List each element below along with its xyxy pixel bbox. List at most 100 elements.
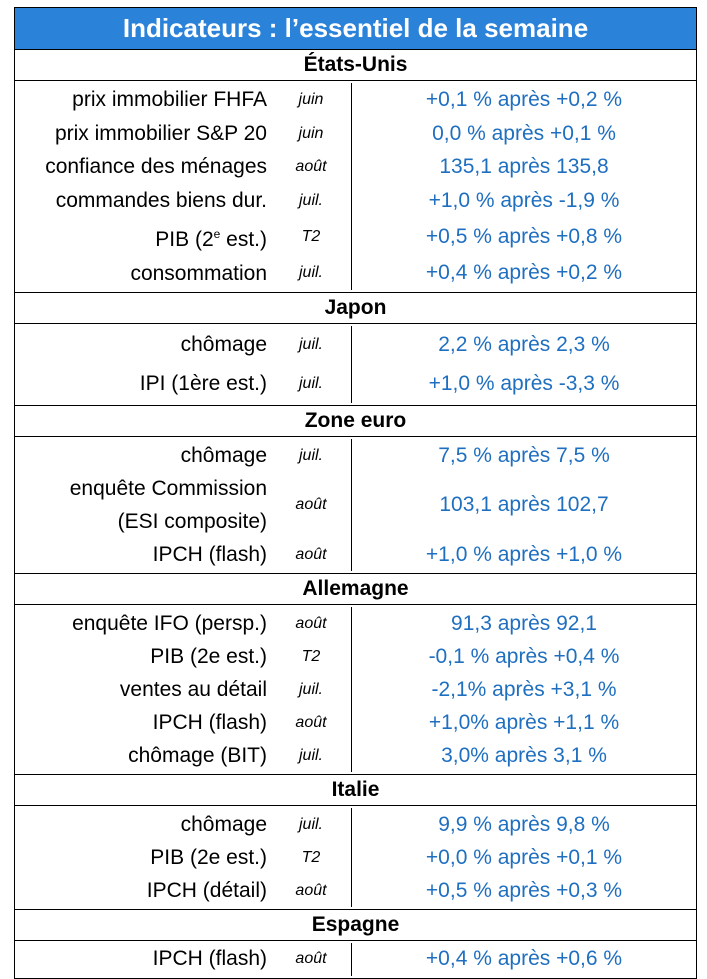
period-label: juil. <box>298 815 323 833</box>
indicator-label-line: ventes au détail <box>119 678 267 702</box>
table-row: prix immobilier FHFA juin +0,1 % après +0,… <box>15 83 696 117</box>
period-label: juin <box>298 90 324 108</box>
indicator-label-line: prix immobilier FHFA <box>72 88 267 111</box>
indicator-value: +0,4 % après +0,6 % <box>351 943 696 976</box>
period-label: T2 <box>301 647 321 665</box>
indicator-label-line: IPCH (flash) <box>152 543 267 567</box>
indicator-value: +0,5 % après +0,3 % <box>351 874 696 908</box>
indicator-label: IPCH (détail) <box>15 874 271 907</box>
section-rows: enquête IFO (persp.) août 91,3 après 92,1 P… <box>15 605 696 774</box>
period-label: août <box>295 950 327 968</box>
period-label: juil. <box>298 680 323 698</box>
table-row: chômage (BIT) juil. 3,0% après 3,1 % <box>15 739 696 773</box>
section-rows: chômage juil. 7,5 % après 7,5 % enquête Com… <box>15 437 696 573</box>
indicator-label-line: chômage (BIT) <box>128 744 267 768</box>
indicator-label-line: IPCH (flash) <box>152 947 267 971</box>
indicator-label-line: confiance des ménages <box>45 155 267 179</box>
table-row: commandes biens dur. juil. +1,0 % après -1… <box>15 184 696 218</box>
section-rows: prix immobilier FHFA juin +0,1 % après +0,… <box>15 81 696 292</box>
indicator-value: 3,0% après 3,1 % <box>351 739 696 773</box>
indicator-value: 135,1 après 135,8 <box>351 150 696 185</box>
table-row: IPI (1ère est.) juil. +1,0 % après -3,3 % <box>15 364 696 404</box>
indicator-label-line: IPCH (détail) <box>146 879 267 903</box>
indicator-label: PIB (2e est.) <box>15 218 271 257</box>
section-heading: Allemagne <box>15 574 696 606</box>
indicators-table: Indicateurs : l’essentiel de la semaine … <box>14 7 697 979</box>
indicator-label-line: IPCH (flash) <box>152 711 267 735</box>
section-rows: chômage juil. 2,2 % après 2,3 % IPI (1ère e… <box>15 324 696 405</box>
indicator-label: PIB (2e est.) <box>15 640 271 673</box>
period-label: juil. <box>298 336 323 354</box>
section-2: Zone euro chômage juil. 7,5 % après 7,5 % en… <box>15 406 696 575</box>
section-heading: États-Unis <box>15 50 696 81</box>
table-row: IPCH (flash) août +1,0% après +1,1 % <box>15 706 696 740</box>
table-row: IPCH (détail) août +0,5 % après +0,3 % <box>15 874 696 908</box>
period-label: août <box>295 545 327 563</box>
period-label: août <box>295 713 327 731</box>
table-row: PIB (2e est.) T2 +0,5 % après +0,8 % <box>15 217 696 257</box>
indicator-value: 7,5 % après 7,5 % <box>351 439 696 473</box>
section-rows: IPCH (flash) août +0,4 % après +0,6 % <box>15 941 696 978</box>
indicator-value: +1,0 % après +1,0 % <box>351 538 696 572</box>
table-row: consommation juil. +0,4 % après +0,2 % <box>15 256 696 291</box>
indicator-value: 2,2 % après 2,3 % <box>351 326 696 365</box>
period-label: juil. <box>298 446 323 464</box>
table-row: PIB (2e est.) T2 -0,1 % après +0,4 % <box>15 640 696 674</box>
ordinal-superscript: e <box>213 226 221 241</box>
period-label: août <box>295 158 327 176</box>
section-heading: Espagne <box>15 910 696 942</box>
indicator-label: prix immobilier S&P 20 <box>15 117 271 151</box>
table-row: confiance des ménages août 135,1 après 135… <box>15 150 696 185</box>
table-row: PIB (2e est.) T2 +0,0 % après +0,1 % <box>15 841 696 875</box>
period-label: août <box>295 614 327 632</box>
table-row: IPCH (flash) août +1,0 % après +1,0 % <box>15 538 696 572</box>
section-3: Allemagne enquête IFO (persp.) août 91,3 ap… <box>15 574 696 776</box>
indicator-label: chômage <box>15 326 271 365</box>
indicator-label-line: chômage <box>180 813 267 837</box>
indicator-label: chômage <box>15 439 271 472</box>
indicator-value: 91,3 après 92,1 <box>351 607 696 641</box>
indicator-value: 0,0 % après +0,1 % <box>351 116 696 151</box>
table-row: prix immobilier S&P 20 juin 0,0 % après +0… <box>15 116 696 151</box>
indicator-label: IPI (1ère est.) <box>15 365 271 404</box>
indicator-label-line: enquête IFO (persp.) <box>72 612 267 636</box>
period-label: août <box>295 881 327 899</box>
table-row: IPCH (flash) août +0,4 % après +0,6 % <box>15 943 696 976</box>
section-heading: Italie <box>15 775 696 807</box>
indicator-label: confiance des ménages <box>15 150 271 184</box>
indicator-value: -2,1% après +3,1 % <box>351 673 696 707</box>
section-heading: Zone euro <box>15 406 696 438</box>
indicator-value: 9,9 % après 9,8 % <box>351 808 696 842</box>
table-row: chômage juil. 2,2 % après 2,3 % <box>15 326 696 365</box>
section-5: Espagne IPCH (flash) août +0,4 % après +0,6… <box>15 910 696 978</box>
section-0: États-Unis prix immobilier FHFA juin +0,1 %… <box>15 50 696 294</box>
indicator-label: chômage (BIT) <box>15 739 271 772</box>
indicator-value: +0,0 % après +0,1 % <box>351 841 696 875</box>
indicator-label: IPCH (flash) <box>15 943 271 976</box>
indicator-value: +1,0 % après -1,9 % <box>351 184 696 218</box>
indicator-label: commandes biens dur. <box>15 184 271 218</box>
indicator-label: prix immobilier FHFA <box>15 83 271 117</box>
indicator-label-line: PIB (2e est.) <box>150 645 267 669</box>
table-title: Indicateurs : l’essentiel de la semaine <box>15 8 696 50</box>
indicator-label: PIB (2e est.) <box>15 841 271 874</box>
period-label: juil. <box>298 191 323 209</box>
indicator-label: IPCH (flash) <box>15 538 271 571</box>
indicator-label-line: prix immobilier S&P 20 <box>54 121 267 145</box>
indicator-value: +1,0 % après -3,3 % <box>351 364 696 404</box>
period-label: T2 <box>301 228 321 246</box>
table-row: ventes au détail juil. -2,1% après +3,1 % <box>15 673 696 707</box>
indicator-label: consommation <box>15 257 271 291</box>
indicator-label-line: PIB (2e est.) <box>150 846 267 870</box>
indicator-value: 103,1 après 102,7 <box>351 472 696 539</box>
indicator-label-line-2: (ESI composite) <box>117 510 267 534</box>
indicator-value: +0,1 % après +0,2 % <box>351 83 696 117</box>
indicator-label-line: consommation <box>130 261 267 285</box>
section-4: Italie chômage juil. 9,9 % après 9,8 % PIB (… <box>15 775 696 911</box>
period-label: juil. <box>298 374 323 392</box>
period-label: juin <box>298 124 324 142</box>
indicator-label-line: PIB (2e est.) <box>155 226 267 251</box>
indicator-value: +0,5 % après +0,8 % <box>351 217 696 257</box>
indicator-label-line: chômage <box>180 333 267 357</box>
period-label: juil. <box>298 746 323 764</box>
